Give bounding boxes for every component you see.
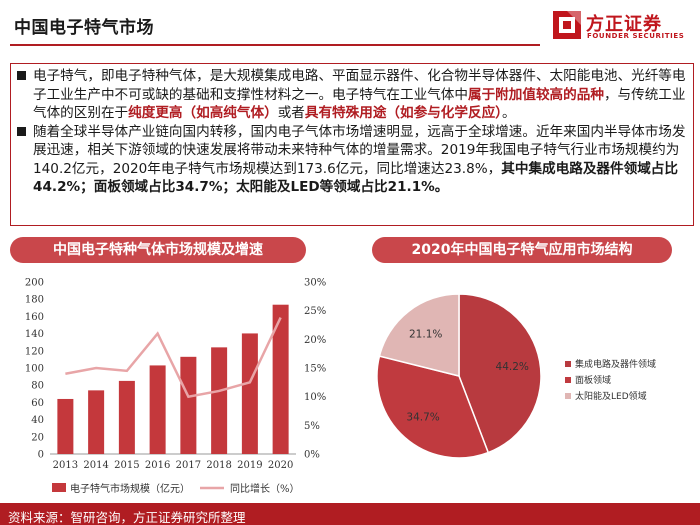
bullet-text: 电子特气，即电子特种气体，是大规模集成电路、平面显示器件、化合物半导体器件、太阳… (33, 68, 686, 121)
y-tick-label-left: 60 (31, 398, 44, 409)
body-text: ，与传统工业气体的区别在于 (33, 86, 686, 122)
pie-slice (458, 293, 542, 454)
bar (211, 347, 228, 454)
x-tick-label: 2020 (268, 460, 293, 471)
x-tick-label: 2018 (206, 460, 231, 471)
legend-swatch-bar (52, 483, 66, 492)
bar (149, 365, 166, 454)
pie-slice (376, 355, 490, 459)
x-tick-label: 2017 (176, 460, 201, 471)
bold-text: 其中集成电路及器件领域占比44.2%；面板领域占比34.7%；太阳能及LED等领… (33, 160, 678, 196)
bullet-item: 电子特气，即电子特种气体，是大规模集成电路、平面显示器件、化合物半导体器件、太阳… (17, 67, 687, 123)
bullet-text: 随着全球半导体产业链向国内转移，国内电子气体市场增速明显，远高于全球增速。近年来… (33, 124, 686, 196)
growth-line (65, 317, 282, 399)
summary-box: 电子特气，即电子特种气体，是大规模集成电路、平面显示器件、化合物半导体器件、太阳… (10, 63, 694, 226)
y-tick-label-left: 80 (31, 381, 44, 392)
y-tick-label-right: 0% (304, 450, 320, 461)
body-text: 或者 (277, 105, 305, 121)
y-tick-label-left: 0 (38, 450, 44, 461)
pie-slice (378, 293, 460, 377)
bar (241, 333, 258, 454)
bar (272, 304, 289, 454)
y-tick-label-right: 30% (304, 278, 326, 289)
legend-swatch (565, 361, 571, 367)
y-tick-label-right: 5% (304, 421, 320, 432)
legend-swatch (565, 377, 571, 383)
founder-logo-icon (553, 11, 581, 39)
logo-english-name: FOUNDER SECURITIES (587, 32, 685, 40)
footer-bar: 资料来源：智研咨询，方正证券研究所整理 (0, 503, 700, 525)
y-tick-label-left: 40 (31, 415, 44, 426)
y-tick-label-right: 25% (304, 306, 326, 317)
y-tick-label-left: 120 (25, 346, 44, 357)
x-tick-label: 2019 (237, 460, 262, 471)
highlight-text: 具有特殊用途（如参与化学反应） (304, 105, 502, 121)
x-tick-label: 2015 (114, 460, 139, 471)
legend-label: 集成电路及器件领域 (575, 358, 656, 370)
page-title: 中国电子特气市场 (14, 18, 154, 38)
legend-label: 面板领域 (575, 374, 611, 386)
y-tick-label-left: 200 (25, 278, 44, 289)
body-text: 随着全球半导体产业链向国内转移，国内电子气体市场增速明显，远高于全球增速。近年来… (33, 123, 686, 177)
y-tick-label-left: 100 (25, 364, 44, 375)
market-size-chart: 0 20 40 60 80 100 120 140 160 180 200 0% 5% 10% 15% 20%… (25, 278, 326, 496)
logo-chinese-name: 方正证券 (586, 14, 662, 35)
header: 中国电子特气市场 方正证券 FOUNDER SECURITIES (0, 0, 700, 46)
y-tick-label-right: 20% (304, 335, 326, 346)
body-text: 电子特气，即电子特种气体，是大规模集成电路、平面显示器件、化合物半导体器件、太阳… (33, 68, 686, 103)
x-tick-label: 2013 (53, 460, 78, 471)
pie-data-label: 21.1% (409, 328, 442, 340)
bullet-square-icon (17, 71, 26, 80)
x-tick-label: 2014 (83, 460, 108, 471)
company-logo: 方正证券 FOUNDER SECURITIES (552, 8, 692, 44)
highlight-text: 纯度更高（如高纯气体） (128, 105, 278, 121)
bar (57, 398, 74, 454)
pie-data-label: 34.7% (406, 411, 439, 423)
pie-chart-title: 2020年中国电子特气应用市场结构 (372, 237, 672, 263)
source-note: 资料来源：智研咨询，方正证券研究所整理 (8, 510, 246, 525)
bar (118, 380, 135, 454)
legend-swatch (565, 393, 571, 399)
x-tick-label: 2016 (145, 460, 170, 471)
y-tick-label-left: 20 (31, 432, 44, 443)
bullet-square-icon (17, 126, 26, 136)
bar-chart-title: 中国电子特种气体市场规模及增速 (10, 237, 306, 263)
highlight-text: 属于附加值较高的品种 (468, 86, 604, 103)
bar (88, 390, 105, 454)
legend-label: 同比增长（%） (230, 482, 300, 495)
pie-data-label: 44.2% (496, 361, 529, 373)
legend-label: 太阳能及LED领域 (575, 390, 647, 402)
y-tick-label-left: 140 (25, 329, 44, 340)
y-tick-label-right: 10% (304, 392, 326, 403)
legend-label: 电子特气市场规模（亿元） (70, 482, 190, 495)
body-text: 。 (501, 105, 516, 121)
y-tick-label-left: 180 (25, 295, 44, 306)
bar (180, 356, 197, 454)
title-divider (10, 44, 540, 46)
y-tick-label-left: 160 (25, 312, 44, 323)
bullet-item: 随着全球半导体产业链向国内转移，国内电子气体市场增速明显，远高于全球增速。近年来… (17, 123, 687, 197)
y-tick-label-right: 15% (304, 364, 326, 375)
